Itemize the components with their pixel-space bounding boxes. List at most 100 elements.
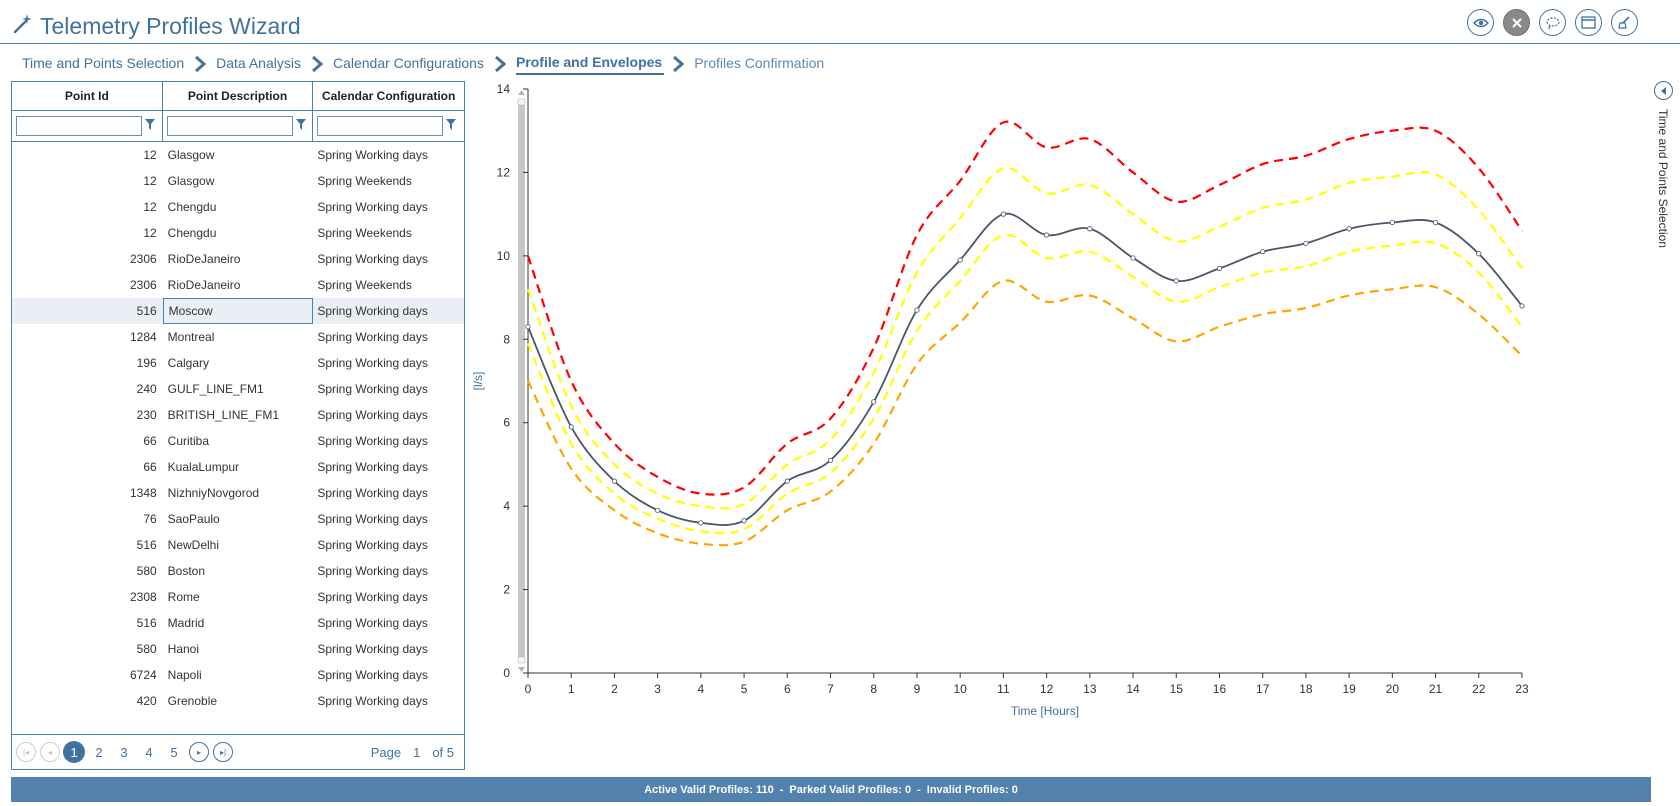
calendar-configuration-cell[interactable]: Spring Working days [317,252,428,266]
page-value[interactable]: 1 [413,744,421,760]
table-row[interactable]: 196 Calgary Spring Working days [12,350,464,376]
data-point[interactable] [871,399,877,405]
page-5-button[interactable]: 5 [170,744,178,760]
calendar-configuration-cell[interactable]: Spring Working days [317,538,428,552]
point-id-cell[interactable]: 2308 [129,590,157,604]
calendar-configuration-cell[interactable]: Spring Working days [317,304,428,318]
column-header-point-id[interactable]: Point Id [12,82,163,110]
calendar-configuration-cell[interactable]: Spring Working days [317,512,428,526]
data-point[interactable] [1260,249,1266,255]
clear-icon[interactable] [1611,9,1638,36]
table-row[interactable]: 230 BRITISH_LINE_FM1 Spring Working days [12,402,464,428]
page-3-button[interactable]: 3 [120,744,128,760]
point-description-cell[interactable]: Glasgow [167,148,215,162]
data-point[interactable] [1044,232,1050,238]
calendar-configuration-cell[interactable]: Spring Working days [317,330,428,344]
data-point[interactable] [784,478,790,484]
data-point[interactable] [1432,219,1439,226]
step-data-analysis[interactable]: Data Analysis [216,54,301,71]
y-scrollbar[interactable] [518,99,525,663]
calendar-configuration-cell[interactable]: Spring Working days [317,148,428,162]
filter-icon[interactable] [145,117,155,135]
step-profiles-confirmation[interactable]: Profiles Confirmation [694,54,825,71]
column-header-point-description[interactable]: Point Description [163,82,314,110]
calendar-configuration-cell[interactable]: Spring Working days [317,408,428,422]
step-time-and-points-selection[interactable]: Time and Points Selection [22,54,185,71]
calendar-configuration-cell[interactable]: Spring Working days [317,200,428,214]
point-description-cell[interactable]: KualaLumpur [167,460,240,474]
table-row[interactable]: 2308 Rome Spring Working days [12,584,464,610]
point-id-cell[interactable]: 1348 [129,486,157,500]
point-description-cell[interactable]: Curitiba [167,434,210,448]
point-description-cell[interactable]: SaoPaulo [167,512,220,526]
point-description-cell[interactable]: RioDeJaneiro [167,252,241,266]
data-point[interactable] [655,507,661,513]
data-point[interactable] [1389,219,1395,226]
data-point[interactable] [914,307,920,313]
point-description-cell[interactable]: NizhniyNovgorod [167,486,260,500]
last-page-icon[interactable]: ▸| [213,742,233,762]
filter-icon[interactable] [295,117,306,135]
point-id-cell[interactable]: 1284 [129,330,157,344]
close-icon[interactable] [1503,9,1530,36]
point-id-cell[interactable]: 76 [143,512,157,526]
collapse-left-icon[interactable] [1654,81,1673,100]
table-row[interactable]: 12 Chengdu Spring Working days [12,194,464,220]
point-description-cell[interactable]: Madrid [167,616,205,630]
data-point[interactable] [1303,240,1309,246]
side-panel-tab[interactable]: Time and Points Selection [1652,81,1676,261]
table-row[interactable]: 76 SaoPaulo Spring Working days [12,506,464,532]
calendar-configuration-cell[interactable]: Spring Working days [317,694,428,708]
data-point[interactable] [1476,251,1482,257]
page-2-button[interactable]: 2 [95,744,103,760]
point-description-cell[interactable]: Moscow [162,298,314,324]
point-id-cell[interactable]: 12 [143,174,157,188]
calendar-configuration-cell[interactable]: Spring Working days [317,434,428,448]
first-page-icon[interactable]: |◂ [16,742,36,762]
data-point[interactable] [568,424,574,430]
point-id-cell[interactable]: 66 [143,460,157,474]
table-row[interactable]: 66 KualaLumpur Spring Working days [12,454,464,480]
table-row[interactable]: 240 GULF_LINE_FM1 Spring Working days [12,376,464,402]
table-row[interactable]: 66 Curitiba Spring Working days [12,428,464,454]
point-id-cell[interactable]: 240 [136,382,157,396]
point-id-cell[interactable]: 516 [136,304,157,318]
table-row[interactable]: 580 Hanoi Spring Working days [12,636,464,662]
point-description-cell[interactable]: NewDelhi [167,538,220,552]
prev-page-icon[interactable]: ◂ [40,742,60,762]
data-point[interactable] [611,478,618,484]
point-description-cell[interactable]: Chengdu [167,226,217,240]
table-row[interactable]: 6724 Napoli Spring Working days [12,662,464,688]
point-description-cell[interactable]: Napoli [167,668,202,682]
point-description-cell[interactable]: RioDeJaneiro [167,278,241,292]
table-row[interactable]: 580 Boston Spring Working days [12,558,464,584]
lasso-icon[interactable] [1539,9,1566,36]
next-page-icon[interactable]: ▸ [189,742,209,762]
step-profile-and-envelopes[interactable]: Profile and Envelopes [515,54,665,75]
point-description-cell[interactable]: BRITISH_LINE_FM1 [167,408,280,422]
filter-input-calendar-configuration[interactable] [317,116,444,136]
table-row[interactable]: 12 Chengdu Spring Weekends [12,220,464,246]
data-point[interactable] [1087,226,1093,232]
data-point[interactable] [1130,255,1136,261]
calendar-configuration-cell[interactable]: Spring Working days [317,564,428,578]
table-row[interactable]: 516 Moscow Spring Working days [12,298,464,324]
view-icon[interactable] [1467,9,1494,36]
data-point[interactable] [741,518,747,524]
point-description-cell[interactable]: Boston [167,564,206,578]
page-4-button[interactable]: 4 [145,744,153,760]
point-description-cell[interactable]: Rome [167,590,200,604]
point-id-cell[interactable]: 580 [136,642,157,656]
point-description-cell[interactable]: Calgary [167,356,210,370]
calendar-configuration-cell[interactable]: Spring Working days [317,590,428,604]
point-id-cell[interactable]: 2306 [129,278,157,292]
calendar-configuration-cell[interactable]: Spring Working days [317,356,428,370]
data-point[interactable] [525,324,531,330]
data-point[interactable] [1216,265,1223,271]
point-description-cell[interactable]: Hanoi [167,642,200,656]
data-point[interactable] [1000,211,1006,217]
point-id-cell[interactable]: 66 [143,434,157,448]
page-1-button[interactable]: 1 [63,741,85,763]
data-point[interactable] [1519,303,1525,309]
table-row[interactable]: 12 Glasgow Spring Weekends [12,168,464,194]
